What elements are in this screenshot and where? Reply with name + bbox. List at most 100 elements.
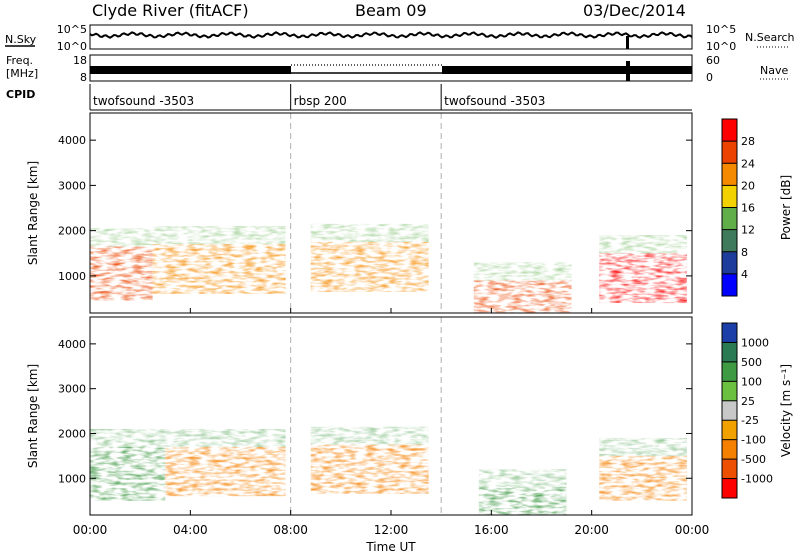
colorbar-swatch (722, 119, 737, 142)
nsky-label: N.Sky (5, 33, 37, 46)
echo-band-halo-3 (478, 469, 567, 488)
cpid-segment-label: rbsp 200 (294, 94, 347, 108)
echo-band-halo-2 (310, 223, 429, 242)
echo-band-2 (310, 444, 429, 494)
freq-bar-segment-1 (90, 66, 291, 74)
colorbar-swatch (722, 420, 737, 441)
echo-band-0 (90, 446, 166, 501)
x-tick-label: 16:00 (474, 523, 509, 537)
colorbar-swatch (722, 439, 737, 460)
x-tick-label: 04:00 (173, 523, 208, 537)
colorbar-tick-label: 25 (741, 395, 755, 408)
nsky-tick-bottom: 10^0 (57, 40, 87, 53)
colorbar-swatch (722, 273, 737, 297)
colorbar-swatch (722, 478, 737, 499)
colorbar-frame (721, 322, 738, 499)
colorbar-tick-label: -25 (741, 414, 759, 427)
colorbar-tick-label: 28 (741, 135, 755, 148)
echo-band-halo-1 (165, 428, 286, 447)
nsky-tick-top: 10^5 (57, 23, 87, 36)
colorbar-swatch (722, 400, 737, 421)
colorbar-tick-label: 8 (741, 246, 748, 259)
colorbar-tick-label: 12 (741, 224, 755, 237)
colorbar-swatch (722, 185, 737, 208)
velocity-colorbar: 1000 500 100 25 -25 -100 -500 -1000 Velocity [m … (721, 322, 793, 499)
colorbar-tick-label: 24 (741, 157, 755, 170)
echo-band-4 (599, 253, 687, 304)
colorbar-tick-label: 1000 (741, 336, 769, 349)
y-tick-label: 2000 (58, 427, 86, 440)
colorbar-title: Power [dB] (779, 175, 793, 240)
echo-band-group (90, 223, 687, 313)
colorbar-tick-label: -500 (741, 453, 766, 466)
echo-band-0 (90, 246, 153, 301)
nsky-trace (89, 31, 693, 39)
cpid-segment-label: twofsound -3503 (444, 94, 545, 108)
colorbar-swatch (722, 163, 737, 186)
date-title: 03/Dec/2014 (583, 1, 686, 20)
colorbar-title: Velocity [m s⁻¹] (779, 364, 793, 457)
freq-tick-bottom: 8 (80, 71, 87, 84)
colorbar-tick-label: 20 (741, 179, 755, 192)
colorbar-swatch (722, 229, 737, 253)
echo-band-group (90, 426, 687, 515)
nave-tick-top: 60 (706, 54, 720, 67)
power-panel: 1000 2000 3000 4000 Slant Range [km] (26, 112, 693, 314)
x-tick-label: 00:00 (675, 523, 710, 537)
y-tick-label: 4000 (58, 338, 86, 351)
beam-title: Beam 09 (355, 1, 427, 20)
echo-band-halo-3 (473, 262, 572, 281)
colorbar-swatch (722, 207, 737, 231)
echo-band-2 (310, 241, 429, 292)
echo-band-1 (165, 446, 286, 497)
echo-band-halo-1 (152, 226, 286, 245)
colorbar-swatch (722, 361, 737, 382)
nsearch-label: N.Search (745, 31, 795, 44)
cpid-strip: twofsound -3503 rbsp 200 twofsound -3503 (89, 84, 692, 111)
cpid-label: CPID (6, 88, 35, 101)
colorbar-swatch (722, 323, 737, 343)
y-tick-label: 3000 (58, 179, 86, 192)
y-axis-label: Slant Range [km] (26, 364, 40, 468)
colorbar-tick-label: -100 (741, 434, 766, 447)
nave-tick-bottom: 0 (706, 71, 713, 84)
nsky-spike (626, 36, 629, 49)
time-axis-label: Time UT (365, 540, 416, 554)
echo-band-halo-0 (90, 228, 153, 247)
y-axis-label: Slant Range [km] (26, 161, 40, 265)
echo-band-halo-2 (310, 426, 429, 445)
echo-band-3 (473, 280, 572, 313)
y-tick-label: 3000 (58, 383, 86, 396)
y-tick-label: 1000 (58, 472, 86, 485)
colorbar-tick-label: 500 (741, 356, 762, 369)
echo-band-4 (599, 455, 687, 501)
time-axis: 00:00 04:00 08:00 12:00 16:00 20:00 00:00 (73, 523, 710, 537)
nsky-panel-frame (89, 24, 693, 50)
colorbar-tick-label: 16 (741, 202, 755, 215)
colorbar-tick-label: 100 (741, 375, 762, 388)
cpid-segment-label: twofsound -3503 (93, 94, 194, 108)
colorbar-swatch (722, 459, 737, 480)
power-colorbar: 4 8 12 16 20 24 28 Power [dB] (721, 118, 793, 297)
x-tick-label: 12:00 (374, 523, 409, 537)
colorbar-swatch (722, 251, 737, 275)
echo-band-halo-4 (599, 235, 687, 254)
freq-tick-top: 18 (73, 54, 87, 67)
nave-label: Nave (760, 64, 788, 77)
echo-band-halo-4 (599, 437, 687, 456)
velocity-panel: 1000 2000 3000 4000 Slant Range [km] (26, 316, 693, 516)
freq-bar-segment-3 (442, 66, 692, 74)
freq-spike (626, 61, 630, 81)
echo-band-1 (152, 244, 286, 294)
colorbar-swatch (722, 381, 737, 402)
echo-band-3 (478, 487, 567, 515)
y-tick-label: 4000 (58, 134, 86, 147)
colorbar-swatch (722, 342, 737, 363)
x-tick-label: 08:00 (273, 523, 308, 537)
colorbar-tick-label: 4 (741, 268, 748, 281)
nsearch-tick-bottom: 10^0 (706, 40, 736, 53)
y-tick-label: 2000 (58, 225, 86, 238)
freq-unit: [MHz] (6, 67, 38, 80)
